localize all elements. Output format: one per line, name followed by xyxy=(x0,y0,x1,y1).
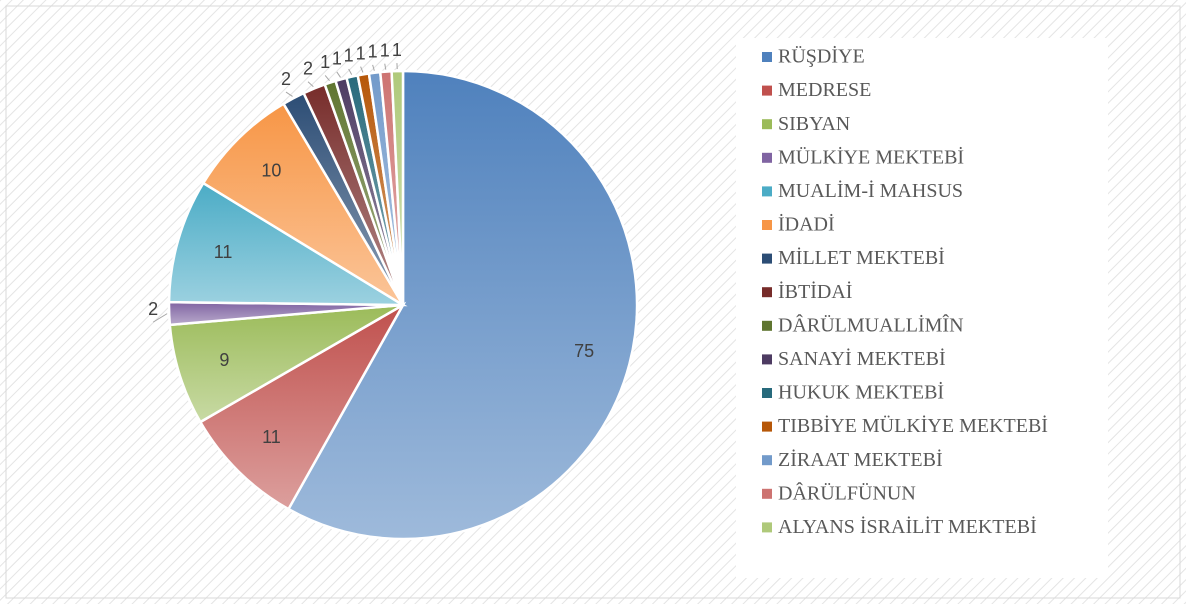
leader-line xyxy=(384,63,387,70)
data-label: 1 xyxy=(392,40,402,60)
legend-label: İDADİ xyxy=(778,213,835,236)
data-label: 1 xyxy=(368,42,378,62)
pie-slice xyxy=(198,301,407,511)
data-label: 1 xyxy=(344,46,354,66)
data-label: 75 xyxy=(574,341,594,361)
pie-slice xyxy=(286,69,639,541)
legend-swatch xyxy=(762,287,772,298)
leader-line xyxy=(372,64,375,71)
legend-label: TIBBİYE MÜLKİYE MEKTEBİ xyxy=(778,414,1048,437)
legend-label: MİLLET MEKTEBİ xyxy=(778,246,945,269)
data-label: 1 xyxy=(380,40,390,60)
legend-swatch xyxy=(762,253,772,264)
data-label: 11 xyxy=(214,242,233,262)
legend-label: SIBYAN xyxy=(778,113,850,135)
legend-swatch xyxy=(762,52,772,62)
legend-swatch xyxy=(762,220,772,230)
data-label: 1 xyxy=(332,49,342,69)
pie-slice xyxy=(201,102,405,307)
leader-line xyxy=(336,71,341,78)
leader-line xyxy=(152,313,168,323)
legend-swatch xyxy=(762,85,772,96)
pie-slice xyxy=(167,181,408,307)
legend-swatch xyxy=(762,455,772,466)
legend-swatch xyxy=(762,186,772,197)
legend-swatch xyxy=(762,488,772,499)
legend-label: MÜLKİYE MEKTEBİ xyxy=(778,145,964,168)
leader-line xyxy=(360,66,364,73)
leader-line xyxy=(307,81,314,88)
legend-box xyxy=(736,38,1108,578)
legend-swatch xyxy=(762,119,772,130)
data-label: 2 xyxy=(148,299,158,319)
legend-label: SANAYİ MEKTEBİ xyxy=(778,347,946,370)
legend-swatch xyxy=(762,388,772,398)
leader-line xyxy=(348,68,353,75)
leader-line xyxy=(324,75,330,82)
legend-label: İBTİDAİ xyxy=(778,280,852,303)
legend-label: ZİRAAT MEKTEBİ xyxy=(778,448,943,471)
data-label: 1 xyxy=(356,43,366,63)
legend-label: MEDRESE xyxy=(778,79,871,101)
legend-label: HUKUK MEKTEBİ xyxy=(778,381,944,404)
legend-label: DÂRÜLFÜNUN xyxy=(778,481,916,504)
data-label: 10 xyxy=(261,161,281,181)
legend-swatch xyxy=(762,152,772,163)
legend-swatch xyxy=(762,522,772,533)
frame xyxy=(5,5,1181,599)
data-label: 1 xyxy=(320,52,330,72)
legend-label: DÂRÜLMUALLİMÎN xyxy=(778,313,964,336)
data-label: 9 xyxy=(219,350,229,370)
legend-swatch xyxy=(762,421,772,432)
pie-slice xyxy=(168,303,404,424)
leader-line xyxy=(285,91,293,97)
legend-label: MUALİM-İ MAHSUS xyxy=(778,179,963,202)
data-label: 2 xyxy=(281,69,291,89)
legend-label: ALYANS İSRAİLİT MEKTEBİ xyxy=(778,515,1037,538)
legend-swatch xyxy=(762,320,772,331)
legend-label: RÜŞDİYE xyxy=(778,45,865,68)
data-label: 11 xyxy=(262,427,281,447)
pie-slice xyxy=(390,69,405,306)
data-label: 2 xyxy=(303,58,313,78)
legend-swatch xyxy=(762,354,772,365)
